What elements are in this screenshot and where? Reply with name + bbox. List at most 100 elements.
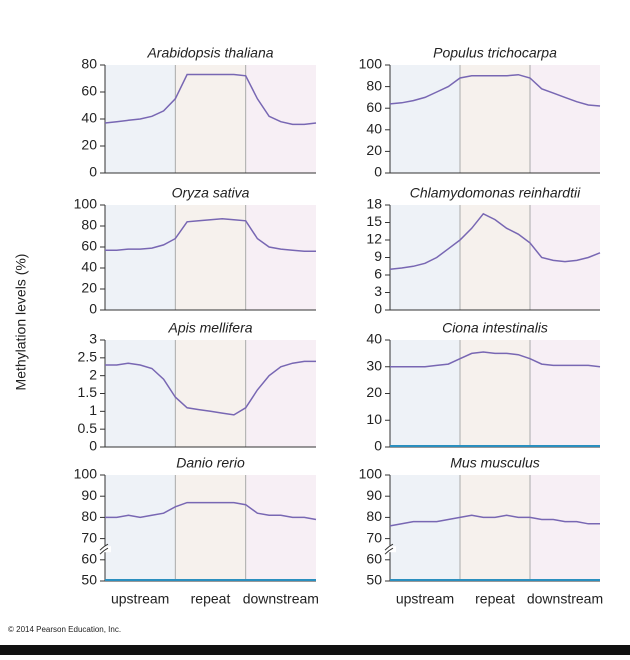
axis-break	[384, 543, 394, 555]
line	[389, 73, 601, 107]
y-tick-label: 2	[89, 366, 97, 382]
x-label: downstream	[243, 591, 319, 607]
y-tick-label: 12	[366, 231, 382, 247]
region	[245, 340, 316, 447]
y-tick-label: 20	[366, 384, 382, 400]
y-tick-label: 80	[366, 77, 382, 93]
panel-title: Chlamydomonas reinhardtii	[410, 185, 581, 201]
region	[175, 65, 246, 173]
y-tick-label: 1	[89, 402, 97, 418]
y-tick-label: 40	[366, 121, 382, 137]
x-label: upstream	[111, 591, 169, 607]
line	[105, 501, 317, 521]
region	[530, 65, 600, 173]
region	[390, 340, 460, 447]
y-tick-label: 50	[81, 572, 97, 588]
region	[245, 205, 316, 310]
region	[390, 475, 460, 581]
y-tick-label: 90	[366, 487, 382, 503]
region	[175, 205, 246, 310]
panel-title: Danio rerio	[176, 455, 245, 471]
y-tick-label: 60	[81, 551, 97, 567]
line	[105, 360, 316, 416]
y-tick-label: 20	[81, 280, 97, 296]
y-tick-label: 15	[366, 213, 382, 229]
x-label: upstream	[396, 591, 454, 607]
region	[460, 65, 530, 173]
y-tick-label: 2.5	[78, 349, 98, 365]
y-tick-label: 60	[81, 83, 97, 99]
y-tick-label: 0	[89, 164, 97, 180]
panel-title: Mus musculus	[450, 455, 539, 471]
y-tick-label: 10	[366, 411, 382, 427]
x-label: downstream	[527, 591, 603, 607]
y-tick-label: 0	[89, 301, 97, 317]
y-tick-label: 100	[359, 466, 383, 482]
line	[390, 351, 601, 368]
x-label: repeat	[191, 591, 231, 607]
y-tick-label: 100	[359, 56, 383, 72]
footer-bar	[0, 645, 630, 655]
line	[105, 217, 316, 252]
y-tick-label: 0	[374, 164, 382, 180]
region	[175, 340, 246, 447]
region	[105, 340, 176, 447]
panel-title: Apis mellifera	[167, 320, 252, 336]
region	[175, 475, 246, 581]
panel-title: Ciona intestinalis	[442, 320, 548, 336]
y-tick-label: 60	[81, 238, 97, 254]
x-label: repeat	[475, 591, 515, 607]
y-tick-label: 70	[81, 529, 97, 545]
y-tick-label: 18	[366, 196, 382, 212]
y-tick-label: 100	[74, 196, 98, 212]
y-tick-label: 80	[366, 508, 382, 524]
region	[460, 205, 530, 310]
y-tick-label: 60	[366, 551, 382, 567]
y-tick-label: 20	[81, 137, 97, 153]
y-tick-label: 70	[366, 529, 382, 545]
region	[390, 65, 460, 173]
y-tick-label: 80	[81, 56, 97, 72]
region	[390, 205, 460, 310]
region	[530, 475, 600, 581]
region	[105, 475, 176, 581]
y-tick-label: 60	[366, 99, 382, 115]
axis-break-gap	[99, 546, 111, 553]
panel-title: Populus trichocarpa	[433, 45, 557, 61]
copyright: © 2014 Pearson Education, Inc.	[8, 625, 121, 634]
region	[245, 65, 316, 173]
panel-title: Arabidopsis thaliana	[146, 45, 273, 61]
y-tick-label: 80	[81, 508, 97, 524]
y-tick-label: 40	[81, 259, 97, 275]
y-tick-label: 0.5	[78, 420, 98, 436]
y-axis-label: Methylation levels (%)	[13, 254, 29, 391]
y-tick-label: 80	[81, 217, 97, 233]
region	[460, 340, 530, 447]
y-tick-label: 9	[374, 248, 382, 264]
y-tick-label: 30	[366, 357, 382, 373]
y-tick-label: 0	[374, 438, 382, 454]
line	[104, 73, 317, 126]
y-tick-label: 0	[89, 438, 97, 454]
y-tick-label: 90	[81, 487, 97, 503]
y-tick-label: 50	[366, 572, 382, 588]
y-tick-label: 40	[81, 110, 97, 126]
region	[105, 205, 176, 310]
y-tick-label: 1.5	[78, 384, 98, 400]
y-tick-label: 0	[374, 301, 382, 317]
y-tick-label: 3	[374, 283, 382, 299]
region	[245, 475, 316, 581]
region	[460, 475, 530, 581]
axis-break	[99, 543, 109, 555]
y-tick-label: 40	[366, 331, 382, 347]
y-tick-label: 3	[89, 331, 97, 347]
line	[389, 514, 600, 527]
y-tick-label: 20	[366, 142, 382, 158]
axis-break-gap	[384, 546, 396, 553]
line	[389, 212, 601, 270]
y-tick-label: 6	[374, 266, 382, 282]
region	[530, 340, 600, 447]
y-tick-label: 100	[74, 466, 98, 482]
panel-title: Oryza sativa	[172, 185, 250, 201]
